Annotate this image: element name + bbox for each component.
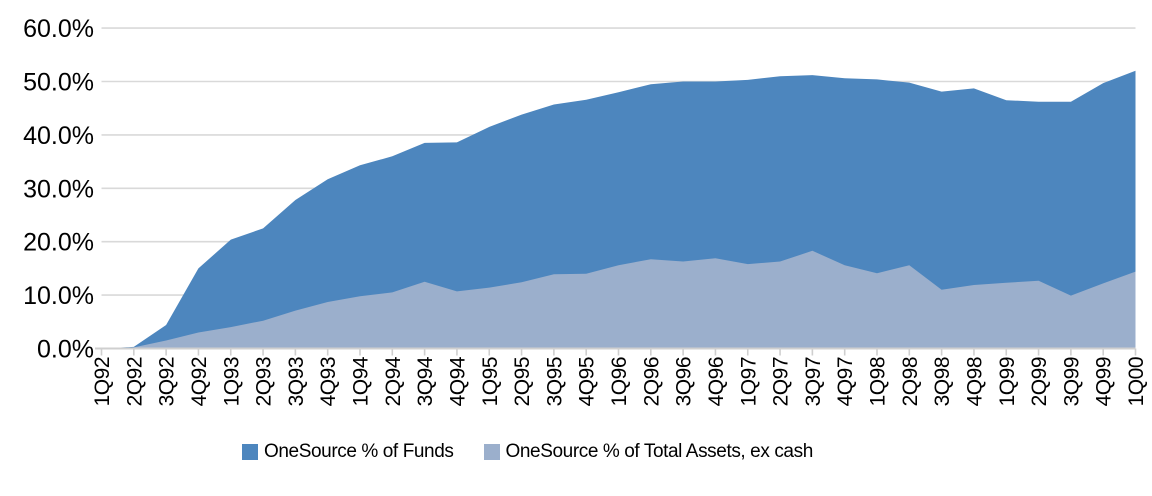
legend-item-funds: OneSource % of Funds <box>242 441 454 463</box>
x-tick-label: 3Q99 <box>1060 357 1083 406</box>
y-tick-label: 10.0% <box>23 282 94 310</box>
x-tick-label: 1Q99 <box>996 357 1019 406</box>
x-tick-label: 1Q96 <box>608 357 631 406</box>
x-tick-label: 1Q94 <box>350 356 373 406</box>
x-axis <box>95 347 1137 356</box>
y-tick-label: 0.0% <box>37 336 94 364</box>
x-tick-label: 3Q93 <box>285 357 308 406</box>
x-tick-label: 1Q95 <box>479 357 502 406</box>
y-tick-label: 60.0% <box>23 15 94 43</box>
x-tick-label: 2Q93 <box>253 357 276 406</box>
x-tick-label: 2Q99 <box>1028 357 1051 406</box>
x-tick-label: 4Q93 <box>317 357 340 406</box>
x-tick-label: 4Q95 <box>576 357 599 406</box>
x-tick-label: 1Q00 <box>1125 357 1148 406</box>
funds-series-swatch-icon <box>242 444 258 460</box>
x-axis-labels: 1Q92 2Q92 3Q92 4Q92 1Q93 2Q93 3Q93 4Q93 1Q94 2Q94… <box>91 356 1148 406</box>
series-area-assets <box>101 250 1136 349</box>
x-tick-label: 2Q94 <box>382 356 405 406</box>
legend-label-assets: OneSource % of Total Assets, ex cash <box>505 441 814 462</box>
x-tick-label: 4Q98 <box>963 357 986 406</box>
x-tick-label: 1Q98 <box>867 357 890 406</box>
x-tick-label: 3Q92 <box>156 357 179 406</box>
x-tick-label: 3Q98 <box>931 357 954 406</box>
x-tick-label: 2Q96 <box>640 357 663 406</box>
x-tick-label: 4Q92 <box>188 357 211 406</box>
x-tick-label: 1Q92 <box>91 357 114 406</box>
y-tick-label: 50.0% <box>23 69 94 97</box>
y-tick-label: 20.0% <box>23 229 94 257</box>
x-tick-label: 4Q99 <box>1093 357 1116 406</box>
y-tick-label: 30.0% <box>23 175 94 203</box>
legend-item-assets: OneSource % of Total Assets, ex cash <box>483 441 814 463</box>
y-axis-labels: 0.0% 10.0% 20.0% 30.0% 40.0% 50.0% 60.0% <box>23 15 94 363</box>
x-tick-label: 2Q97 <box>770 357 793 406</box>
x-tick-label: 2Q98 <box>899 357 922 406</box>
x-tick-label: 4Q97 <box>834 357 857 406</box>
x-tick-label: 1Q93 <box>220 357 243 406</box>
assets-series-swatch-icon <box>483 444 500 460</box>
x-tick-label: 3Q96 <box>673 357 696 406</box>
x-tick-label: 2Q92 <box>123 357 146 406</box>
x-tick-label: 4Q94 <box>446 356 469 406</box>
x-tick-label: 2Q95 <box>511 357 534 406</box>
chart-legend: OneSource % of Funds OneSource % of Tota… <box>242 441 813 463</box>
legend-label-funds: OneSource % of Funds <box>264 441 454 462</box>
x-tick-label: 4Q96 <box>705 357 728 406</box>
x-tick-label: 3Q95 <box>543 357 566 406</box>
x-tick-label: 3Q97 <box>802 357 825 406</box>
x-tick-label: 1Q97 <box>737 357 760 406</box>
y-tick-label: 40.0% <box>23 122 94 150</box>
x-tick-label: 3Q94 <box>414 356 437 406</box>
